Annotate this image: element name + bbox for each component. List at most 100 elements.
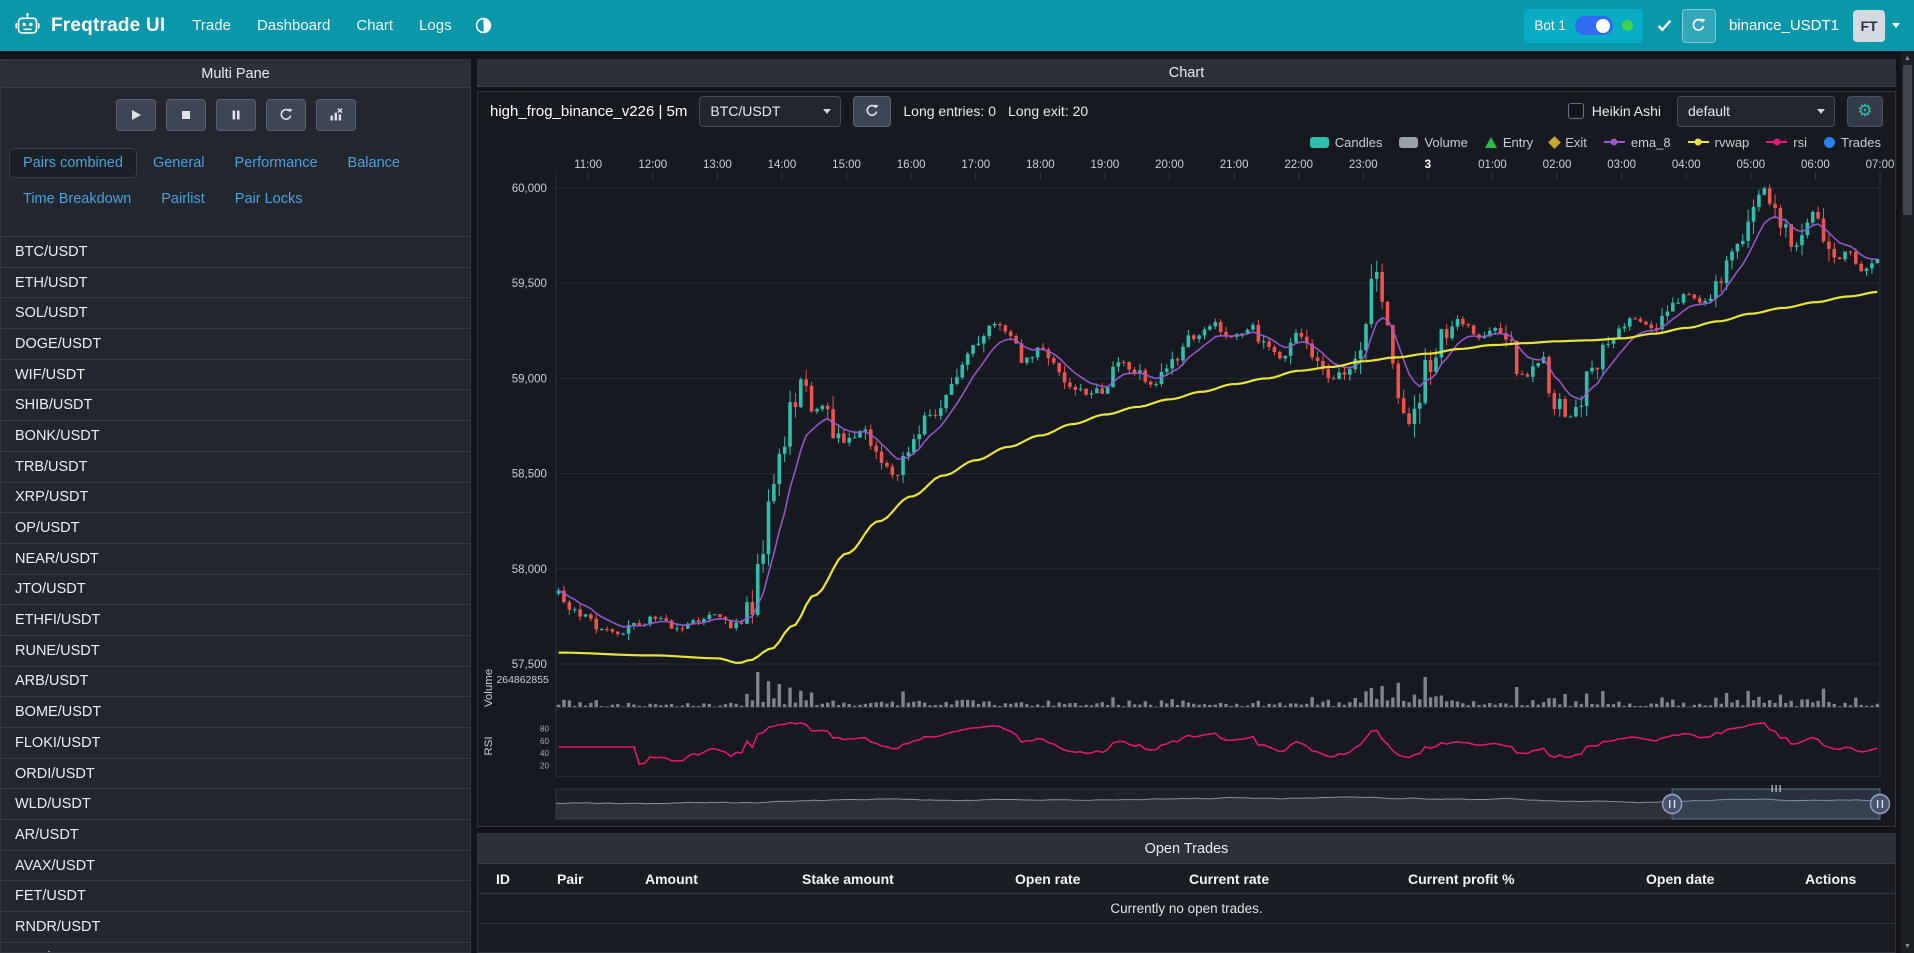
plot-config-select[interactable]: default xyxy=(1677,95,1835,127)
brand[interactable]: Freqtrade UI xyxy=(14,12,165,39)
multi-pane-panel: Multi Pane xyxy=(0,59,471,953)
legend-item[interactable]: Entry xyxy=(1484,134,1534,150)
strategy-title: high_frog_binance_v226 | 5m xyxy=(490,102,688,120)
legend-label: Entry xyxy=(1502,134,1534,150)
datazoom-selection[interactable] xyxy=(1671,788,1881,820)
navbar: Freqtrade UI Trade Dashboard Chart Logs … xyxy=(0,0,1914,51)
svg-text:04:00: 04:00 xyxy=(1672,159,1701,171)
play-button[interactable] xyxy=(115,99,156,131)
scrollbar-thumb[interactable] xyxy=(1903,65,1912,215)
legend-label: Candles xyxy=(1334,134,1383,150)
datazoom-left-handle[interactable] xyxy=(1661,793,1683,815)
scrollbar-up-arrow[interactable]: ▲ xyxy=(1904,54,1911,62)
svg-text:20:00: 20:00 xyxy=(1155,159,1184,171)
scrollbar-down-arrow[interactable]: ▼ xyxy=(1904,942,1911,950)
svg-text:3: 3 xyxy=(1425,157,1432,171)
pair-list-item[interactable]: TRB/USDT xyxy=(1,452,470,483)
legend-item[interactable]: Exit xyxy=(1548,134,1587,150)
svg-text:60: 60 xyxy=(540,737,549,746)
column-header: Current rate xyxy=(1189,870,1270,887)
pair-list-item[interactable]: XRP/USDT xyxy=(1,483,470,514)
pair-list-item[interactable]: ETH/USDT xyxy=(1,268,470,299)
candlestick-chart[interactable]: 60,000 59,500 59,000 58,500 58,000 57,500 11:0… xyxy=(478,154,1895,826)
pair-list-item[interactable]: RUNE/USDT xyxy=(1,636,470,667)
hide-chart-button[interactable] xyxy=(315,99,356,131)
legend-item[interactable]: ema_8 xyxy=(1603,135,1671,150)
legend-item[interactable]: Candles xyxy=(1309,134,1383,150)
pair-list-item[interactable]: DOT/USDT xyxy=(1,943,470,952)
refresh-button[interactable] xyxy=(1681,8,1716,43)
legend-item[interactable]: Volume xyxy=(1399,134,1468,150)
pair-list-item[interactable]: SOL/USDT xyxy=(1,298,470,330)
pair-list-item[interactable]: BONK/USDT xyxy=(1,421,470,452)
chevron-down-icon[interactable] xyxy=(1892,23,1900,28)
pair-list-item[interactable]: FET/USDT xyxy=(1,881,470,913)
gear-icon[interactable]: ⚙ xyxy=(1847,95,1883,127)
nav-link[interactable]: Dashboard xyxy=(256,17,331,34)
pair-list-item[interactable]: NEAR/USDT xyxy=(1,544,470,575)
legend-label: Volume xyxy=(1424,134,1468,150)
tab[interactable]: General xyxy=(139,148,219,178)
pair-list-item[interactable]: ARB/USDT xyxy=(1,667,470,698)
datazoom-right-handle[interactable] xyxy=(1869,793,1891,815)
pair-list-item[interactable]: AR/USDT xyxy=(1,820,470,851)
legend-label: Exit xyxy=(1565,134,1587,150)
pair-list-item[interactable]: AVAX/USDT xyxy=(1,851,470,882)
pair-list-item[interactable]: RNDR/USDT xyxy=(1,912,470,943)
tab[interactable]: Performance xyxy=(221,148,332,178)
svg-text:RSI: RSI xyxy=(483,736,495,755)
check-icon xyxy=(1657,19,1672,32)
pair-list-item[interactable]: ORDI/USDT xyxy=(1,759,470,790)
reload-button[interactable] xyxy=(265,99,306,131)
avatar[interactable]: FT xyxy=(1853,9,1885,42)
tab[interactable]: Time Breakdown xyxy=(9,184,145,214)
legend-item[interactable]: rvwap xyxy=(1687,134,1750,150)
tab[interactable]: Pairlist xyxy=(147,184,219,214)
legend-label: Trades xyxy=(1841,134,1881,150)
column-header: Amount xyxy=(645,870,698,887)
svg-text:59,000: 59,000 xyxy=(512,373,547,385)
pair-list-item[interactable]: WIF/USDT xyxy=(1,360,470,391)
tab[interactable]: Balance xyxy=(334,148,414,178)
bot-selector[interactable]: Bot 1 xyxy=(1524,8,1643,43)
indicator-lines xyxy=(558,215,1878,665)
chart-refresh-button[interactable] xyxy=(853,95,892,127)
pair-list-item[interactable]: OP/USDT xyxy=(1,513,470,544)
tab[interactable]: Pair Locks xyxy=(221,184,317,214)
pair-list-item[interactable]: JTO/USDT xyxy=(1,575,470,606)
nav-link[interactable]: Trade xyxy=(192,17,231,34)
legend-label: rvwap xyxy=(1714,134,1750,150)
tab[interactable]: Pairs combined xyxy=(9,148,137,178)
pair-list-item[interactable]: WLD/USDT xyxy=(1,789,470,821)
multi-pane: Multi Pane xyxy=(0,51,471,953)
pause-button[interactable] xyxy=(215,99,256,131)
legend-marker xyxy=(1399,136,1419,148)
heikin-ashi-checkbox[interactable] xyxy=(1567,103,1584,119)
legend-item[interactable]: rsi xyxy=(1766,135,1807,150)
legend-item[interactable]: Trades xyxy=(1824,135,1881,150)
pair-select-value: BTC/USDT xyxy=(710,103,781,119)
pair-list-item[interactable]: BOME/USDT xyxy=(1,697,470,728)
svg-text:57,500: 57,500 xyxy=(512,659,547,671)
chevron-down-icon xyxy=(823,109,832,114)
open-trades-columns: ID Pair Amount Stake amount Open rate Cu… xyxy=(478,864,1895,894)
pair-select[interactable]: BTC/USDT xyxy=(699,95,842,127)
pair-list-item[interactable]: DOGE/USDT xyxy=(1,329,470,360)
datazoom-slider[interactable] xyxy=(555,785,1891,820)
pair-list-item[interactable]: SHIB/USDT xyxy=(1,390,470,422)
pair-list-item[interactable]: BTC/USDT xyxy=(1,237,470,268)
pair-list-item[interactable]: ETHFI/USDT xyxy=(1,605,470,636)
nav-link[interactable]: Logs xyxy=(419,17,452,34)
chart-plot[interactable]: 60,000 59,500 59,000 58,500 58,000 57,500 11:0… xyxy=(478,154,1895,826)
svg-text:264862855: 264862855 xyxy=(496,675,549,686)
svg-text:03:00: 03:00 xyxy=(1607,159,1636,171)
pair-list-item[interactable]: FLOKI/USDT xyxy=(1,728,470,759)
theme-toggle-icon[interactable] xyxy=(471,13,496,38)
nav-link[interactable]: Chart xyxy=(356,17,394,34)
svg-text:01:00: 01:00 xyxy=(1478,159,1507,171)
svg-text:07:00: 07:00 xyxy=(1866,159,1895,171)
page-scrollbar[interactable]: ▲ ▼ xyxy=(1901,51,1914,953)
svg-text:19:00: 19:00 xyxy=(1091,159,1120,171)
stop-button[interactable] xyxy=(165,99,206,131)
bot-toggle[interactable] xyxy=(1574,16,1613,35)
